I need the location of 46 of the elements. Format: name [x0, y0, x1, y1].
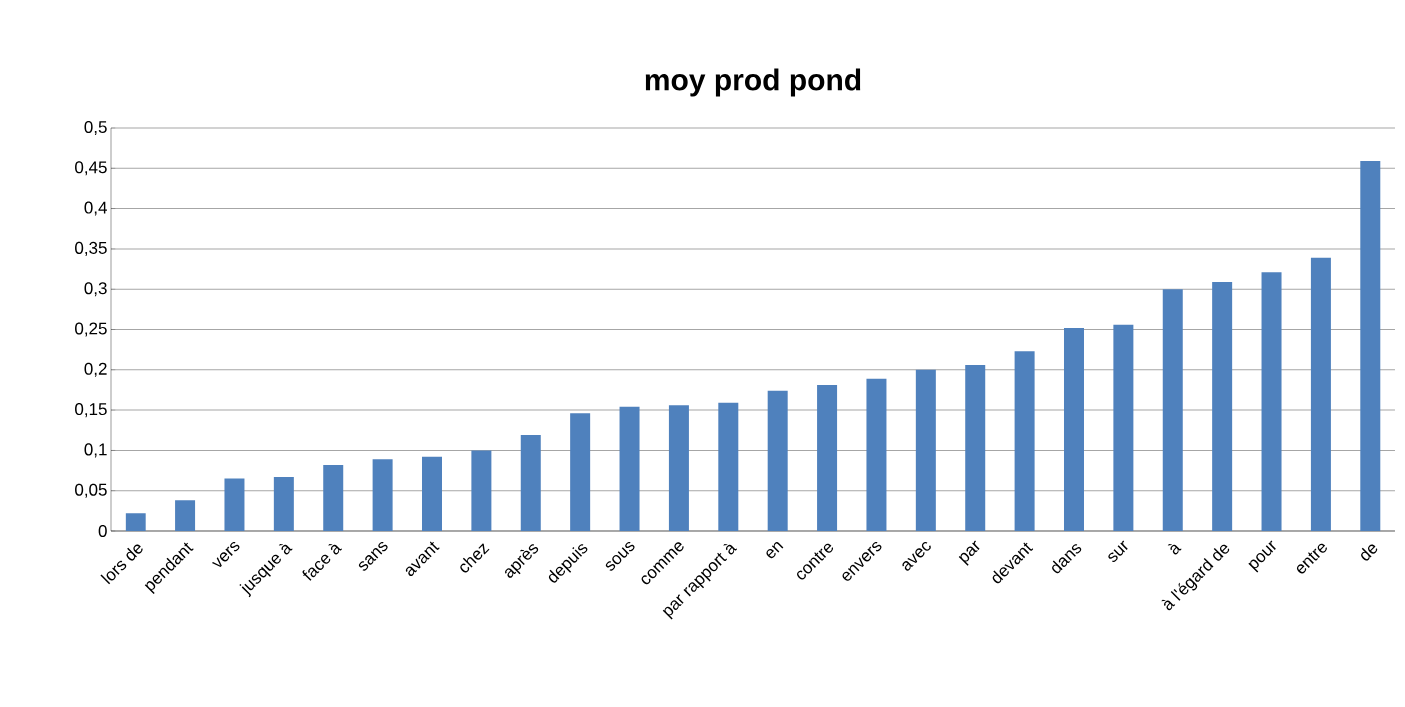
- bar: [718, 402, 739, 531]
- bar: [915, 369, 936, 531]
- bar: [1310, 257, 1331, 531]
- bar: [471, 450, 492, 531]
- x-tick-label: sur: [1108, 540, 1128, 563]
- bar: [965, 364, 986, 531]
- y-tick-label: 0,05: [75, 483, 107, 498]
- bar: [273, 477, 294, 531]
- x-tick-label: par: [958, 540, 980, 566]
- y-tick-label: 0,45: [75, 161, 107, 176]
- y-tick-label: 0,3: [84, 282, 107, 297]
- bar: [1162, 289, 1183, 531]
- y-tick-label: 0,1: [84, 443, 107, 458]
- y-tick-label: 0: [98, 524, 107, 538]
- bar: [224, 478, 245, 531]
- bar: [125, 513, 146, 531]
- bar: [323, 464, 344, 531]
- bar: [1063, 327, 1084, 531]
- bar: [1014, 351, 1035, 531]
- y-tick-label: 0,5: [84, 120, 107, 136]
- x-tick-label: à: [1167, 544, 1182, 555]
- bar: [866, 378, 887, 531]
- x-tick-label: de: [1361, 544, 1378, 561]
- x-tick-label: vers: [211, 541, 240, 568]
- bar: [1261, 272, 1282, 531]
- y-tick-label: 0,15: [75, 403, 107, 418]
- bar: [372, 459, 393, 531]
- x-tick-label: face à: [302, 544, 343, 581]
- bar: [520, 435, 541, 531]
- bar: [1360, 161, 1381, 531]
- bar: [619, 406, 640, 531]
- x-tick-label: en: [766, 542, 784, 559]
- bar: [817, 385, 838, 531]
- bar: [422, 456, 442, 531]
- bar: [1113, 324, 1134, 531]
- y-tick-label: 0,25: [75, 322, 107, 337]
- bar: [668, 405, 689, 531]
- bar: [175, 500, 196, 531]
- y-tick-label: 0,35: [75, 241, 107, 256]
- y-tick-label: 0,2: [84, 362, 107, 377]
- x-tick-label: lors de: [100, 544, 143, 585]
- chart-title: moy prod pond: [645, 68, 861, 97]
- bar: [767, 390, 788, 531]
- bar: [1212, 281, 1233, 531]
- bar: [570, 413, 591, 531]
- y-tick-label: 0,4: [84, 201, 107, 216]
